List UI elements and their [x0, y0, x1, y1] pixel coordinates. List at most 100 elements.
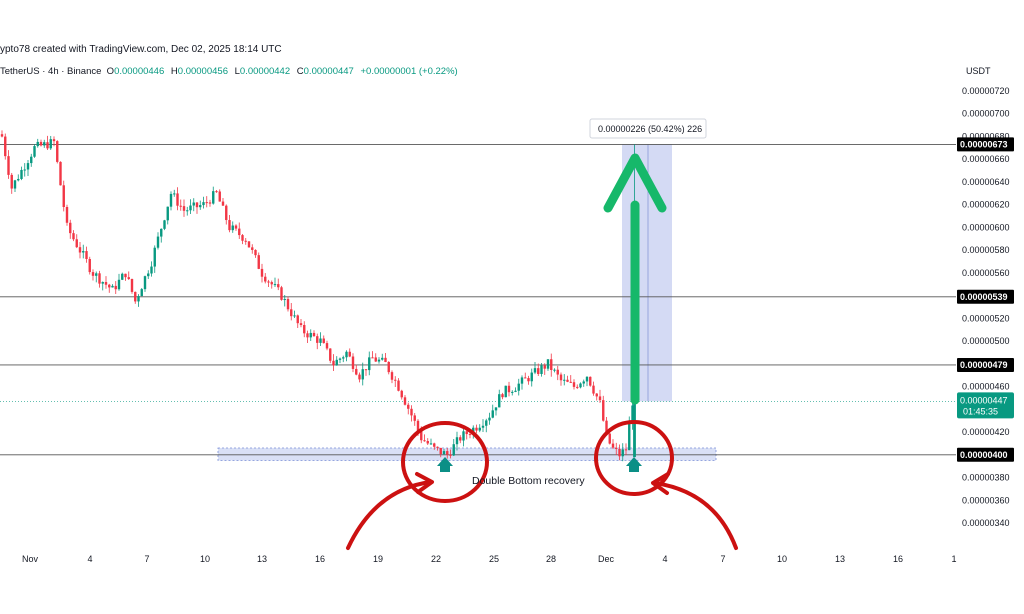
candle-body — [49, 139, 52, 149]
candle-body — [17, 178, 20, 181]
candle-body — [462, 431, 465, 441]
current-price-badge — [957, 392, 1014, 419]
candle-body — [303, 325, 306, 334]
candle-body — [442, 451, 446, 455]
level-label-box — [957, 447, 1014, 462]
ohlc-close-value: 0.00000447 — [303, 66, 354, 77]
candle-body — [423, 440, 426, 442]
curved-arrow-head — [415, 472, 434, 494]
candle-body — [257, 255, 260, 269]
candle-body — [410, 408, 413, 416]
candle-body — [371, 357, 374, 359]
candle-body — [4, 136, 7, 157]
small-up-arrow-icon — [437, 457, 453, 472]
candle-body — [605, 420, 608, 434]
candle-body — [465, 431, 468, 435]
candle-body — [143, 276, 147, 290]
candle-body — [524, 377, 527, 379]
candle-body — [241, 235, 244, 241]
ohlc-low-value: 0.00000442 — [239, 66, 291, 77]
candle-body — [316, 336, 319, 343]
time-tick-label: 16 — [893, 554, 903, 564]
candle-body — [332, 360, 335, 366]
candle-body — [283, 299, 286, 301]
time-tick-label: 13 — [835, 554, 845, 564]
candles-layer — [0, 130, 636, 462]
candle-body — [189, 205, 192, 211]
candle-body — [46, 142, 49, 149]
candle-body — [374, 357, 377, 362]
price-tick-label: 0.00000500 — [962, 336, 1010, 346]
price-tick-label: 0.00000580 — [962, 245, 1010, 255]
candle-body — [329, 348, 332, 361]
candle-body — [533, 368, 537, 373]
level-label: 0.00000400 — [960, 450, 1008, 460]
candle-body — [455, 437, 459, 445]
candle-body — [559, 374, 563, 381]
candle-body — [501, 394, 504, 398]
candle-body — [280, 287, 283, 300]
candle-body — [23, 169, 26, 171]
candle-body — [231, 225, 234, 231]
curved-arrow-head — [651, 472, 670, 495]
candle-body — [407, 404, 410, 409]
time-tick-label: 13 — [257, 554, 267, 564]
candle-body — [290, 309, 293, 317]
candle-body — [459, 437, 462, 441]
chart-attribution: ypto78 created with TradingView.com, Dec… — [0, 44, 282, 55]
up-arrow-head — [603, 153, 667, 213]
candle-body — [556, 369, 559, 375]
candle-body — [598, 396, 602, 401]
candle-body — [10, 174, 13, 189]
candle-body — [75, 239, 78, 248]
ohlc-open-value: 0.00000446 — [114, 66, 165, 77]
candle-body — [592, 385, 595, 394]
candle-body — [153, 247, 156, 267]
candle-body — [540, 365, 543, 374]
candle-body — [602, 400, 605, 421]
ohlc-high-value: 0.00000456 — [177, 66, 228, 77]
time-axis[interactable]: Nov 4 7 10 13 16 19 22 25 28 Dec 4 7 10 13 16 1 — [22, 554, 957, 564]
candle-body — [140, 289, 143, 297]
support-zone — [217, 447, 717, 461]
candle-body — [413, 415, 416, 421]
candle-body — [202, 202, 205, 206]
candle-body — [85, 251, 88, 259]
candle-body — [270, 282, 273, 285]
candle-body — [238, 228, 241, 236]
time-tick-label: Dec — [598, 554, 615, 564]
candle-body — [527, 378, 530, 382]
candle-body — [563, 379, 566, 381]
currency-label: USDT — [966, 66, 991, 76]
candle-body — [254, 249, 257, 256]
candle-body — [628, 423, 631, 451]
symbol-legend: TetherUS · 4h · Binance O0.00000446 H0.0… — [0, 66, 462, 77]
candle-body — [394, 379, 397, 381]
time-tick-label: 19 — [373, 554, 383, 564]
candle-body — [82, 251, 85, 253]
candle-body — [26, 163, 30, 170]
candle-body — [59, 161, 62, 186]
price-tick-label: 0.00000620 — [962, 200, 1010, 210]
candle-body — [446, 451, 449, 455]
candle-body — [286, 299, 290, 310]
candle-body — [475, 427, 478, 431]
candle-body — [108, 284, 111, 288]
candle-body — [309, 332, 312, 338]
level-label: 0.00000539 — [960, 292, 1008, 302]
price-tick-label: 0.00000560 — [962, 268, 1010, 278]
level-label-box — [957, 357, 1014, 372]
candle-body — [13, 180, 17, 189]
candle-body — [251, 247, 254, 250]
candle-body — [33, 146, 36, 157]
candle-body — [631, 405, 634, 424]
candle-body — [449, 454, 452, 456]
candle-body — [205, 202, 208, 204]
candle-body — [98, 273, 101, 284]
candle-body — [507, 385, 511, 393]
candle-body — [228, 220, 231, 231]
candle-body — [576, 386, 579, 388]
candle-body — [36, 141, 39, 147]
candle-body — [420, 430, 423, 441]
